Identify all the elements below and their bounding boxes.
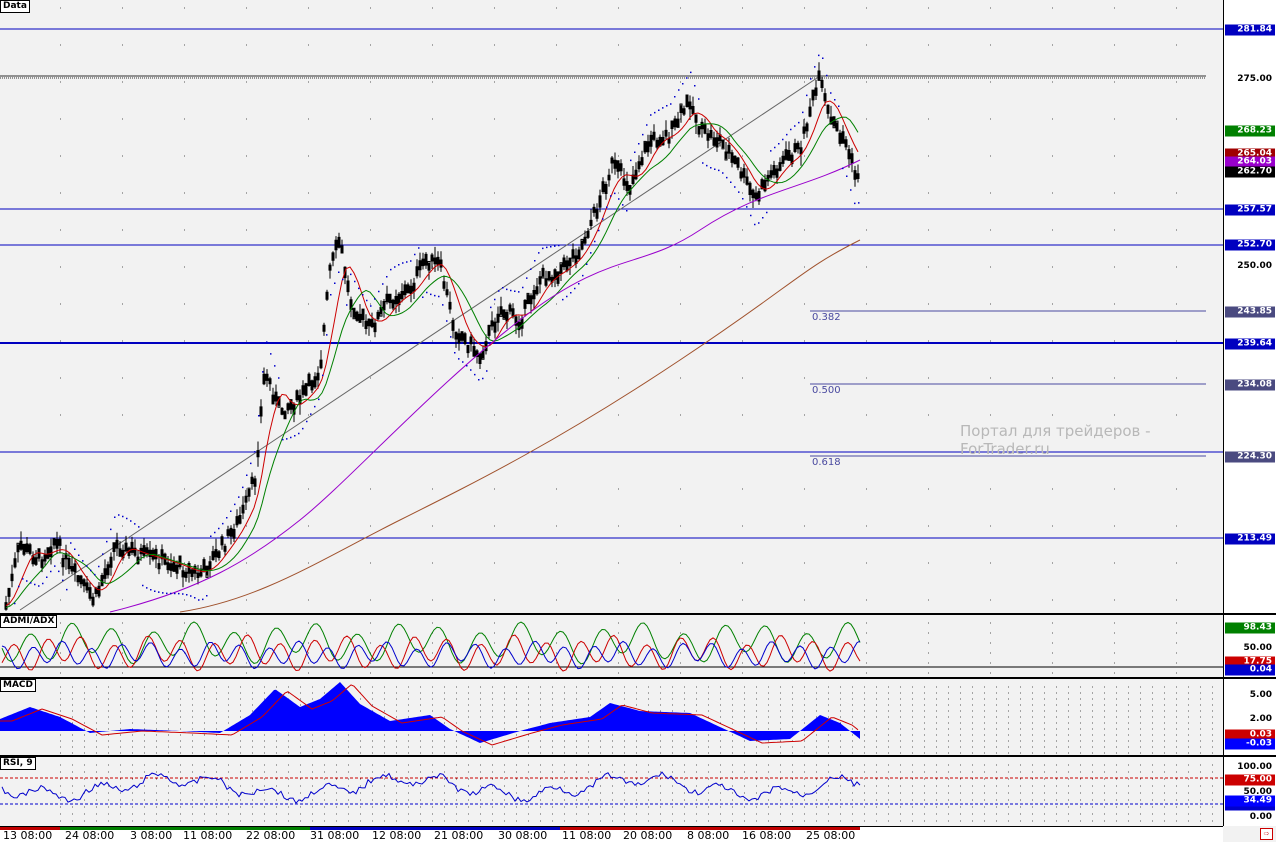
fib-tag-224: 224.30 xyxy=(1225,451,1275,463)
time-label: 21 08:00 xyxy=(434,829,484,842)
rsi-tick-100: 100.00 xyxy=(1237,762,1272,772)
fib-tag-243: 243.85 xyxy=(1225,306,1275,318)
rsi-chart-canvas[interactable] xyxy=(0,757,1223,826)
ma-purple-tag: 264.03 xyxy=(1225,156,1275,168)
time-label: 11 08:00 xyxy=(562,829,612,842)
price-axis[interactable]: 281.84 275.00 268.23 265.04 264.03 262.7… xyxy=(1223,0,1276,613)
candlesticks xyxy=(4,62,860,611)
ma-green-line xyxy=(5,116,859,609)
ma-brown-line xyxy=(179,239,861,613)
ma-purple-line xyxy=(109,159,861,613)
fib-label-382: 0.382 xyxy=(812,312,841,323)
ma-fast-tag: 268.23 xyxy=(1225,125,1275,137)
price-chart-canvas[interactable] xyxy=(0,0,1223,613)
pane-separator[interactable] xyxy=(0,613,1276,615)
pane-separator[interactable] xyxy=(0,677,1276,679)
time-label: 16 08:00 xyxy=(742,829,792,842)
time-axis[interactable]: 13 08:00 24 08:00 3 08:00 11 08:00 22 08… xyxy=(0,826,1223,842)
adx-line xyxy=(1,640,861,670)
level-tag-257: 257.57 xyxy=(1225,204,1275,216)
macd-tick-5: 5.00 xyxy=(1249,690,1272,700)
macd-blue-tag: -0.03 xyxy=(1225,738,1275,750)
macd-pane-label: MACD xyxy=(0,679,36,692)
macd-red-tag: 0.03 xyxy=(1225,729,1275,741)
price-tick-250: 250.00 xyxy=(1237,261,1272,271)
price-pane[interactable]: Data 0.382 0.500 0.618 Портал для трейде… xyxy=(0,0,1223,613)
ma-red-line xyxy=(5,100,859,607)
parabolic-sar-dots xyxy=(14,54,860,605)
session-bar xyxy=(310,827,560,830)
time-label: 8 08:00 xyxy=(687,829,730,842)
adx-green-tag: 98.43 xyxy=(1225,622,1275,634)
rsi-tick-50: 50.00 xyxy=(1243,787,1272,797)
time-label: 31 08:00 xyxy=(310,829,360,842)
adx-red-tag: 17.75 xyxy=(1225,656,1275,668)
session-bar xyxy=(560,827,860,830)
adx-pane-label: ADMI/ADX xyxy=(0,615,58,628)
rsi-axis[interactable]: 100.00 75.00 50.00 25.00 34.49 0.00 xyxy=(1223,757,1276,826)
adx-plus-di-line xyxy=(1,621,861,665)
macd-histogram xyxy=(0,682,860,743)
time-label: 12 08:00 xyxy=(372,829,422,842)
price-pane-label: Data xyxy=(0,0,30,13)
level-tag-252: 252.70 xyxy=(1225,239,1275,251)
rsi-pane[interactable]: RSI, 9 xyxy=(0,757,1223,826)
ma-red-tag: 265.04 xyxy=(1225,148,1275,160)
time-label: 11 08:00 xyxy=(183,829,233,842)
adx-blue-tag: 0.04 xyxy=(1225,664,1275,676)
level-tag-239: 239.64 xyxy=(1225,338,1275,350)
time-label: 13 08:00 xyxy=(3,829,53,842)
adx-tick-50: 50.00 xyxy=(1243,643,1272,653)
time-label: 22 08:00 xyxy=(246,829,296,842)
rsi-line xyxy=(1,771,861,805)
time-label: 25 08:00 xyxy=(806,829,856,842)
scroll-to-end-icon[interactable]: ⇨ xyxy=(1260,828,1273,840)
rsi-value-tag: 34.49 xyxy=(1225,795,1275,807)
fib-label-618: 0.618 xyxy=(812,457,841,468)
grid-dots xyxy=(60,764,1213,822)
adx-pane[interactable]: ADMI/ADX xyxy=(0,615,1223,677)
macd-chart-canvas[interactable] xyxy=(0,679,1223,755)
fib-tag-234: 234.08 xyxy=(1225,379,1275,391)
macd-pane[interactable]: MACD xyxy=(0,679,1223,755)
macd-signal-line xyxy=(0,684,859,746)
rsi-pane-label: RSI, 9 xyxy=(0,757,36,770)
grid-dots xyxy=(60,622,1177,674)
rsi-overbought-tag: 75.00 xyxy=(1225,774,1275,786)
grid-dots xyxy=(60,7,1177,601)
current-price-tag: 262.70 xyxy=(1225,166,1275,178)
trend-line xyxy=(19,75,821,611)
pane-separator[interactable] xyxy=(0,755,1276,757)
time-label: 3 08:00 xyxy=(130,829,173,842)
fib-label-500: 0.500 xyxy=(812,385,841,396)
time-label: 20 08:00 xyxy=(623,829,673,842)
price-tick-275: 275.00 xyxy=(1237,74,1272,84)
adx-axis[interactable]: 98.43 50.00 17.75 0.04 xyxy=(1223,615,1276,677)
watermark: Портал для трейдеров - ForTrader.ru xyxy=(960,422,1151,458)
time-label: 24 08:00 xyxy=(65,829,115,842)
rsi-tick-0: 0.00 xyxy=(1249,812,1272,822)
session-bar xyxy=(60,827,310,830)
level-tag-213: 213.49 xyxy=(1225,533,1275,545)
macd-axis[interactable]: 5.00 2.00 0.03 -0.03 xyxy=(1223,679,1276,755)
macd-tick-2: 2.00 xyxy=(1249,714,1272,724)
adx-chart-canvas[interactable] xyxy=(0,615,1223,677)
level-tag-281: 281.84 xyxy=(1225,24,1275,36)
time-label: 30 08:00 xyxy=(498,829,548,842)
session-bar xyxy=(0,827,60,830)
adx-minus-di-line xyxy=(1,634,861,672)
